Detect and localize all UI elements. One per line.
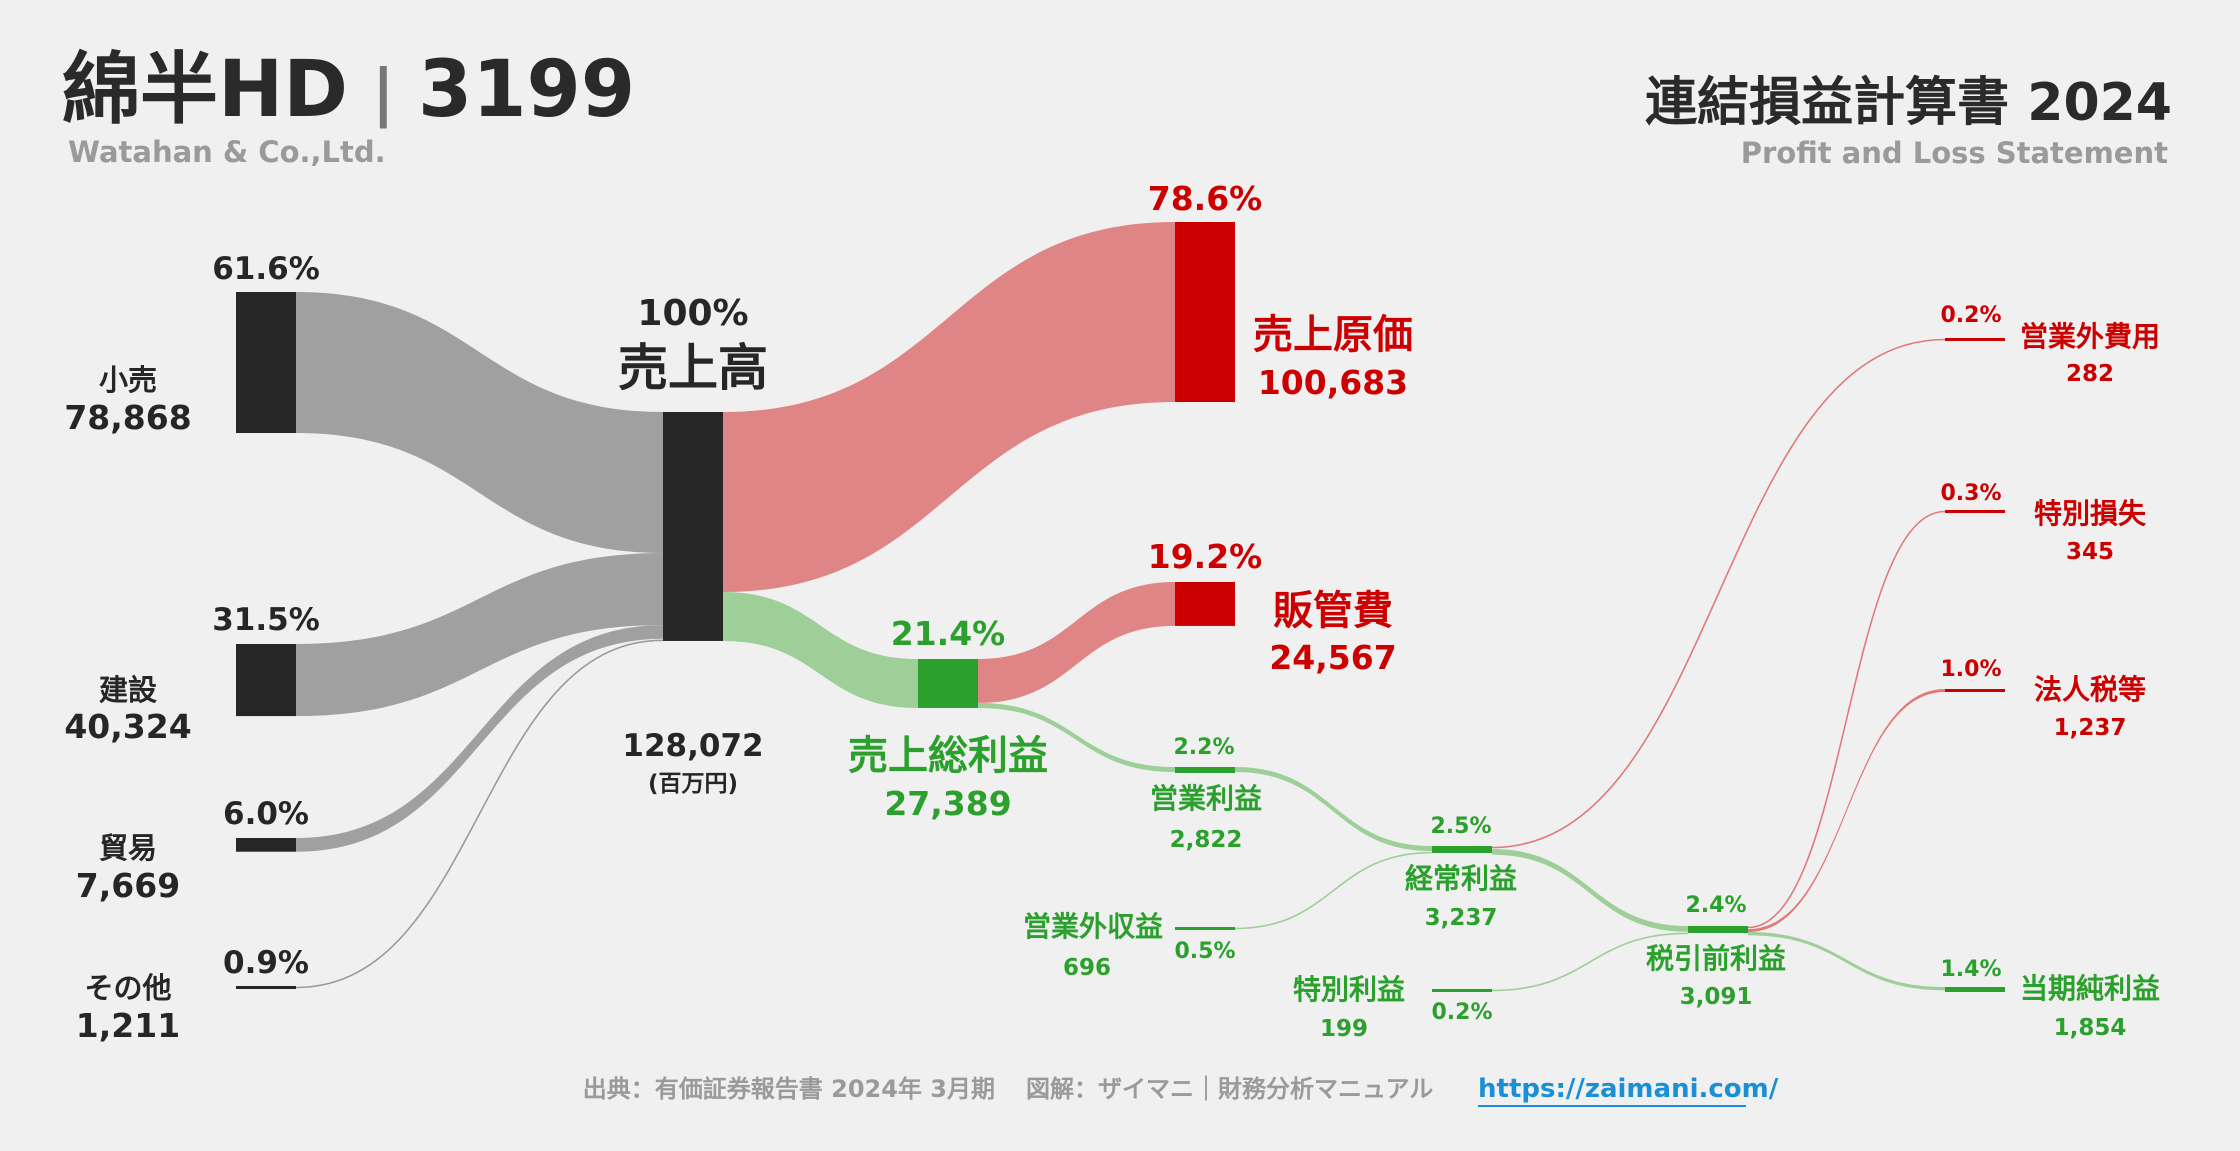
flow-non_op_income-to-ordinary_income: [1234, 851, 1433, 930]
company-name: 綿半HD: [62, 45, 348, 135]
flow-gross_profit-to-operating_income: [978, 702, 1175, 773]
node-extraordinary-loss: [1945, 510, 2005, 513]
flow-other-to-revenue: [295, 639, 664, 989]
node-retail: [236, 292, 296, 433]
node-extraordinary-income: [1432, 989, 1492, 992]
title-separator: |: [372, 56, 395, 130]
flow-pretax_income-to-extraordinary_loss: [1747, 510, 1946, 929]
node-other: [236, 986, 296, 989]
pct-extraordinary-loss: 0.3%: [1940, 481, 2001, 506]
node-revenue: [663, 412, 723, 641]
flow-revenue-to-gross_profit: [723, 592, 918, 708]
pct-pretax-income: 2.4%: [1685, 893, 1746, 918]
value-sga: 24,567: [1269, 638, 1396, 677]
node-non-op-income: [1175, 927, 1235, 930]
footer-source: 出典：有価証券報告書 2024年 3月期: [583, 1075, 995, 1103]
value-construction: 40,324: [64, 707, 191, 746]
node-sga: [1175, 582, 1235, 626]
value-retail: 78,868: [64, 398, 191, 437]
label-non-op-expense: 営業外費用: [2020, 320, 2160, 353]
flow-ordinary_income-to-non_op_expense: [1491, 338, 1946, 849]
value-operating-income: 2,822: [1170, 827, 1243, 853]
pct-other: 0.9%: [223, 945, 309, 981]
value-cogs: 100,683: [1258, 363, 1408, 402]
pct-net-income: 1.4%: [1940, 957, 2001, 982]
value-trade: 7,669: [76, 866, 180, 905]
ticker-code: 3199: [418, 45, 635, 135]
unit-label: (百万円): [648, 771, 738, 797]
node-net-income: [1945, 987, 2005, 992]
node-operating-income: [1175, 767, 1235, 773]
node-ordinary-income: [1432, 846, 1492, 853]
statement-title-en: Profit and Loss Statement: [1741, 136, 2168, 170]
pct-trade: 6.0%: [223, 796, 309, 832]
node-trade: [236, 838, 296, 852]
flow-ordinary_income-to-pretax_income: [1492, 849, 1688, 932]
value-income-taxes: 1,237: [2054, 715, 2127, 741]
node-non-op-expense: [1945, 338, 2005, 341]
label-pretax-income: 税引前利益: [1646, 942, 1786, 975]
flow-layer: [295, 222, 1946, 992]
pct-extraordinary-income: 0.2%: [1431, 1000, 1492, 1025]
node-pretax-income: [1688, 926, 1748, 933]
value-non-op-income: 696: [1063, 955, 1111, 981]
label-extraordinary-income: 特別利益: [1293, 973, 1405, 1006]
node-income-taxes: [1945, 689, 2005, 692]
pct-gross-profit: 21.4%: [891, 614, 1006, 653]
value-non-op-expense: 282: [2066, 361, 2114, 387]
company-name-en: Watahan & Co.,Ltd.: [68, 135, 386, 169]
pct-non-op-income: 0.5%: [1174, 939, 1235, 964]
flow-operating_income-to-ordinary_income: [1235, 767, 1432, 852]
label-sga: 販管費: [1273, 588, 1393, 634]
node-gross-profit: [918, 659, 978, 708]
label-extraordinary-loss: 特別損失: [2034, 497, 2147, 530]
flow-gross_profit-to-sga: [978, 582, 1175, 703]
pct-ordinary-income: 2.5%: [1430, 814, 1491, 839]
value-net-income: 1,854: [2054, 1015, 2127, 1041]
value-pretax-income: 3,091: [1680, 984, 1753, 1010]
flow-pretax_income-to-net_income: [1748, 932, 1945, 991]
footer-diagram: 図解：ザイマニ｜財務分析マニュアル: [1026, 1075, 1433, 1103]
label-income-taxes: 法人税等: [2034, 673, 2146, 706]
label-retail: 小売: [99, 363, 157, 397]
label-layer: 綿半HD | 3199 Watahan & Co.,Ltd. 連結損益計算書 2…: [62, 45, 2172, 1107]
flow-construction-to-revenue: [296, 552, 663, 717]
label-gross-profit: 売上総利益: [848, 733, 1048, 779]
label-non-op-income: 営業外収益: [1023, 910, 1163, 943]
pct-cogs: 78.6%: [1148, 179, 1263, 218]
value-other: 1,211: [76, 1006, 180, 1045]
label-trade: 貿易: [99, 831, 157, 865]
label-construction: 建設: [99, 673, 158, 707]
label-revenue: 売上高: [618, 339, 768, 397]
value-extraordinary-income: 199: [1320, 1016, 1368, 1042]
pct-construction: 31.5%: [212, 602, 320, 638]
statement-title: 連結損益計算書 2024: [1645, 73, 2172, 133]
node-layer: [236, 222, 2005, 992]
value-revenue: 128,072: [622, 728, 763, 764]
value-extraordinary-loss: 345: [2066, 539, 2114, 565]
label-ordinary-income: 経常利益: [1405, 862, 1517, 895]
flow-extraordinary_income-to-pretax_income: [1491, 932, 1689, 992]
pct-retail: 61.6%: [212, 251, 320, 287]
label-net-income: 当期純利益: [2020, 972, 2160, 1005]
flow-revenue-to-cogs: [723, 222, 1175, 592]
value-gross-profit: 27,389: [884, 784, 1011, 823]
pct-operating-income: 2.2%: [1173, 735, 1234, 760]
flow-retail-to-revenue: [296, 292, 663, 553]
footer-link[interactable]: https://zaimani.com/: [1478, 1074, 1779, 1104]
node-cogs: [1175, 222, 1235, 402]
flow-pretax_income-to-income_taxes: [1748, 689, 1945, 932]
label-other: その他: [84, 971, 171, 1005]
node-construction: [236, 644, 296, 717]
pct-revenue: 100%: [637, 293, 748, 334]
value-ordinary-income: 3,237: [1425, 905, 1498, 931]
label-operating-income: 営業利益: [1150, 782, 1262, 815]
pct-income-taxes: 1.0%: [1940, 657, 2001, 682]
pct-non-op-expense: 0.2%: [1940, 303, 2001, 328]
flow-trade-to-revenue: [296, 625, 663, 852]
pct-sga: 19.2%: [1148, 537, 1263, 576]
label-cogs: 売上原価: [1253, 312, 1413, 358]
